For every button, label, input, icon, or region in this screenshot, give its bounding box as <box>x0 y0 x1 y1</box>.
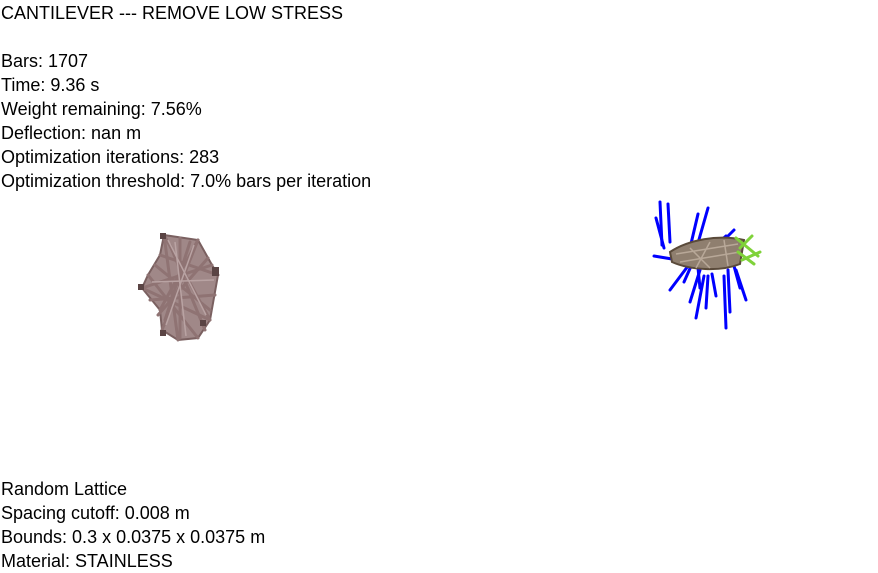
lattice-highlights <box>151 239 215 337</box>
deformed-structure <box>668 236 746 271</box>
lattice-deformed-view-svg <box>652 200 762 330</box>
elapsed-time: Time: 9.36 s <box>1 75 100 95</box>
lattice-type: Random Lattice <box>1 479 128 499</box>
optimization-iterations: Optimization iterations: 283 <box>1 147 220 167</box>
support-markers <box>734 234 762 266</box>
deflection: Deflection: nan m <box>1 123 142 143</box>
lattice-front-view[interactable] <box>120 220 240 360</box>
weight-remaining: Weight remaining: 7.56% <box>1 99 202 119</box>
spacing-cutoff: Spacing cutoff: 0.008 m <box>1 503 190 523</box>
page-title: CANTILEVER --- REMOVE LOW STRESS <box>1 3 344 23</box>
bars-count: Bars: 1707 <box>1 51 89 71</box>
optimization-threshold: Optimization threshold: 7.0% bars per it… <box>1 171 372 191</box>
bounds: Bounds: 0.3 x 0.0375 x 0.0375 m <box>1 527 266 547</box>
support-nodes <box>138 233 219 336</box>
material: Material: STAINLESS <box>1 551 173 571</box>
lattice-front-view-svg <box>138 233 220 342</box>
lattice-deformed-view[interactable] <box>640 190 780 340</box>
